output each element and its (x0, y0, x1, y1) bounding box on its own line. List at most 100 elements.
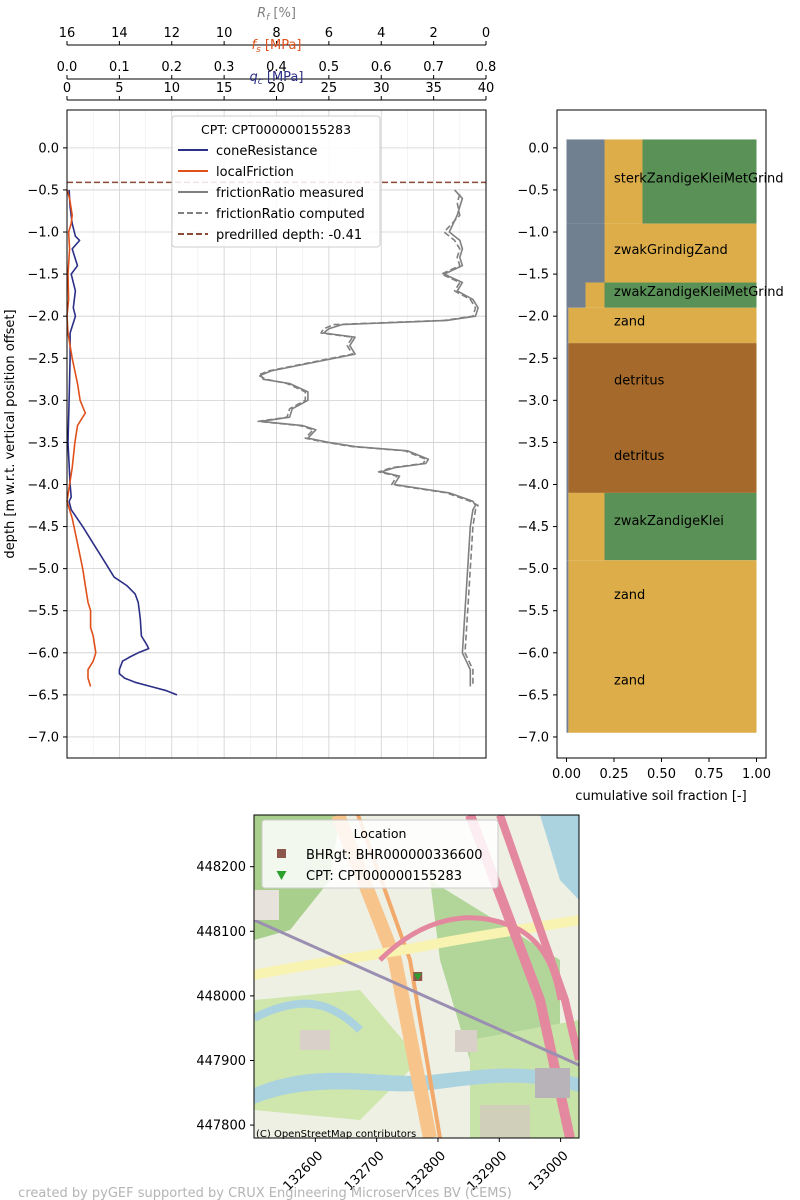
map-y-ticks: 447800 447900 448000 448100 448200 (196, 860, 254, 1134)
rf-tick-label: 8 (272, 26, 280, 41)
fs-axis: 0.0 0.1 0.2 0.3 0.4 0.5 0.6 0.7 0.8 (57, 60, 497, 80)
map-building-4 (480, 1105, 530, 1138)
soil-layer-green (604, 282, 757, 308)
soil-y-tick-label: −2.0 (517, 310, 549, 325)
soil-layer-sand (568, 560, 757, 733)
map-canal (540, 815, 579, 900)
map-y-tick-label: 448000 (196, 989, 246, 1004)
fs-tick-label: 0.8 (476, 60, 497, 75)
rf-tick-label: 14 (111, 26, 128, 41)
soil-plot-frame (556, 109, 767, 759)
soil-layer-sand (585, 282, 605, 308)
qc-tick-label: 40 (478, 81, 495, 96)
cpt-y-tick-label: −2.5 (27, 352, 59, 367)
rf-tick-label: 4 (377, 26, 385, 41)
cpt-y-tick-label: −5.0 (27, 562, 59, 577)
fs-tick-label: 0.1 (109, 60, 130, 75)
qc-tick-label: 35 (425, 81, 442, 96)
cpt-legend: CPT: CPT000000155283 coneResistance loca… (171, 115, 381, 248)
cpt-y-tick-label: −3.5 (27, 436, 59, 451)
fs-tick-label: 0.4 (266, 60, 287, 75)
rf-tick-label: 0 (482, 26, 490, 41)
map-y-tick-label: 447900 (196, 1054, 246, 1069)
cpt-y-tick-label: 0.0 (38, 141, 59, 156)
cpt-y-tick-label: −2.0 (27, 310, 59, 325)
map-y-tick-label: 447800 (196, 1119, 246, 1134)
soil-layer-label: zwakZandigeKlei (614, 514, 724, 529)
map-y-tick-label: 448200 (196, 860, 246, 875)
soil-layer-label: zand (614, 674, 645, 689)
rf-axis: 16 14 12 10 8 6 4 2 0 (59, 26, 490, 46)
soil-x-tick-label: 0.25 (600, 767, 629, 782)
soil-y-tick-label: −0.5 (517, 183, 549, 198)
cpt-axis-labels: Rf [%] fs [MPa] qc [MPa] (250, 6, 304, 87)
map-railway (254, 918, 579, 1067)
qc-axis-label: qc [MPa] (250, 70, 304, 87)
soil-layer-grey (566, 343, 569, 493)
soil-x-tick-label: 0.50 (647, 767, 676, 782)
soil-y-tick-label: −7.0 (517, 730, 549, 745)
soil-y-tick-label: −3.5 (517, 436, 549, 451)
fs-tick-label: 0.7 (423, 60, 444, 75)
legend-label-predrill: predrilled depth: -0.41 (216, 228, 362, 243)
cpt-legend-box (171, 115, 381, 248)
legend-label-bhr: BHRgt: BHR000000336600 (306, 848, 483, 863)
map-x-tick-label: 133000 (526, 1148, 572, 1194)
soil-layer-grey (566, 223, 605, 283)
map-motorway-2 (496, 815, 579, 1061)
soil-layer-green (642, 139, 757, 224)
rf-tick-label: 6 (325, 26, 333, 41)
qc-tick-label: 10 (163, 81, 180, 96)
soil-layer-sand (604, 139, 643, 224)
map-building (300, 1030, 330, 1050)
cpt-marker (413, 973, 422, 981)
map-frame (253, 814, 580, 1139)
qc-tick-label: 0 (63, 81, 71, 96)
soil-y-tick-label: −4.5 (517, 520, 549, 535)
qc-tick-label: 15 (216, 81, 233, 96)
rf-tick-label: 2 (429, 26, 437, 41)
fs-axis-label: fs [MPa] (252, 38, 302, 55)
fs-tick-label: 0.2 (161, 60, 182, 75)
soil-layer-sand (604, 223, 757, 283)
fs-tick-label: 0.0 (57, 60, 78, 75)
legend-label-ratio-computed: frictionRatio computed (216, 207, 365, 222)
soil-layer-grey (566, 307, 569, 344)
soil-x-ticks: 0.00 0.25 0.50 0.75 1.00 (552, 758, 771, 782)
soil-layer-grey (566, 282, 586, 308)
qc-axis: 0 5 10 15 20 25 30 35 40 (63, 81, 495, 101)
soil-layer-sand (568, 492, 605, 561)
cpt-y-tick-label: −3.0 (27, 394, 59, 409)
soil-layer-label: zwakGrindigZand (614, 243, 728, 258)
map-legend-title: Location (354, 826, 407, 841)
map-road-secondary (254, 915, 579, 980)
fs-tick-label: 0.6 (371, 60, 392, 75)
soil-layer-sand (568, 307, 757, 344)
qc-tick-label: 20 (268, 81, 285, 96)
legend-label-ratio-measured: frictionRatio measured (216, 186, 364, 201)
map-ramp (378, 915, 563, 1001)
map-attribution: (C) OpenStreetMap contributors (256, 1129, 416, 1140)
soil-y-tick-label: −4.0 (517, 478, 549, 493)
series-coneresistance (67, 189, 178, 696)
soil-layer-label: zwakZandigeKleiMetGrind (614, 285, 784, 300)
map-stream (254, 999, 363, 1033)
series-localfriction (66, 189, 97, 687)
soil-y-tick-label: −3.0 (517, 394, 549, 409)
soil-layer-brown (568, 343, 757, 493)
soil-layer-grey (566, 492, 569, 561)
soil-y-tick-label: −6.0 (517, 646, 549, 661)
soil-layer-green (604, 492, 757, 561)
cpt-y-tick-label: −7.0 (27, 730, 59, 745)
soil-y-tick-label: −1.5 (517, 268, 549, 283)
cpt-y-tick-label: −1.5 (27, 268, 59, 283)
soil-layer-grey (566, 560, 569, 733)
soil-x-tick-label: 0.00 (552, 767, 581, 782)
soil-labels: sterkZandigeKleiMetGrind zwakGrindigZand z… (614, 171, 784, 688)
soil-y-tick-label: −5.0 (517, 562, 549, 577)
cpt-y-tick-label: −1.0 (27, 226, 59, 241)
soil-layer-grey (566, 139, 605, 224)
soil-panel: sterkZandigeKleiMetGrind zwakGrindigZand z… (517, 109, 784, 804)
soil-y-tick-label: −1.0 (517, 226, 549, 241)
